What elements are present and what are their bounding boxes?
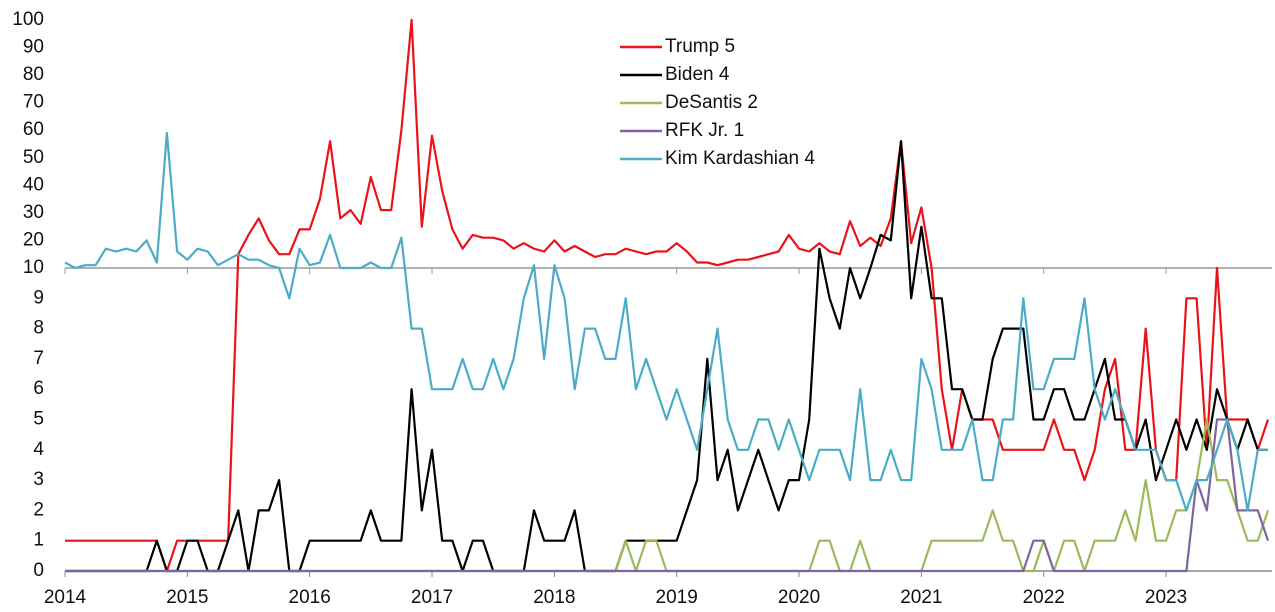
y-tick-label: 20 bbox=[23, 229, 44, 250]
y-tick-label: 30 bbox=[23, 202, 44, 223]
y-tick-label: 8 bbox=[33, 318, 44, 339]
y-tick-label: 50 bbox=[23, 147, 44, 168]
y-tick-label: 70 bbox=[23, 92, 44, 113]
legend-label: DeSantis 2 bbox=[665, 92, 758, 113]
x-tick-label: 2021 bbox=[900, 587, 942, 608]
legend-label: Trump 5 bbox=[665, 36, 735, 57]
y-tick-label: 90 bbox=[23, 37, 44, 58]
y-tick-label: 40 bbox=[23, 174, 44, 195]
x-tick-label: 2018 bbox=[533, 587, 575, 608]
y-tick-label: 4 bbox=[33, 439, 44, 460]
legend-label: RFK Jr. 1 bbox=[665, 120, 744, 141]
y-tick-label: 6 bbox=[33, 378, 44, 399]
series-line bbox=[65, 18, 1270, 573]
legend-label: Kim Kardashian 4 bbox=[665, 148, 815, 169]
series-line bbox=[64, 131, 1268, 512]
x-tick-label: 2023 bbox=[1145, 587, 1187, 608]
y-tick-label: 5 bbox=[33, 409, 44, 430]
x-tick-label: 2022 bbox=[1023, 587, 1065, 608]
y-tick-label: 9 bbox=[33, 287, 44, 308]
y-tick-label: 80 bbox=[23, 64, 44, 85]
series-line bbox=[65, 140, 1268, 573]
y-tick-label: 10 bbox=[23, 257, 44, 278]
x-tick-label: 2017 bbox=[411, 587, 453, 608]
y-tick-label: 60 bbox=[23, 119, 44, 140]
y-tick-label: 7 bbox=[33, 348, 44, 369]
x-tick-label: 2015 bbox=[166, 587, 208, 608]
y-tick-label: 3 bbox=[33, 469, 44, 490]
y-tick-label: 2 bbox=[33, 499, 44, 520]
y-tick-label: 0 bbox=[33, 560, 44, 581]
x-tick-label: 2014 bbox=[44, 587, 87, 608]
series-line bbox=[65, 418, 1270, 573]
y-tick-label: 100 bbox=[12, 9, 44, 30]
x-tick-label: 2020 bbox=[778, 587, 820, 608]
x-tick-label: 2019 bbox=[656, 587, 698, 608]
y-tick-label: 1 bbox=[33, 530, 44, 551]
x-tick-label: 2016 bbox=[289, 587, 331, 608]
legend-label: Biden 4 bbox=[665, 64, 730, 85]
